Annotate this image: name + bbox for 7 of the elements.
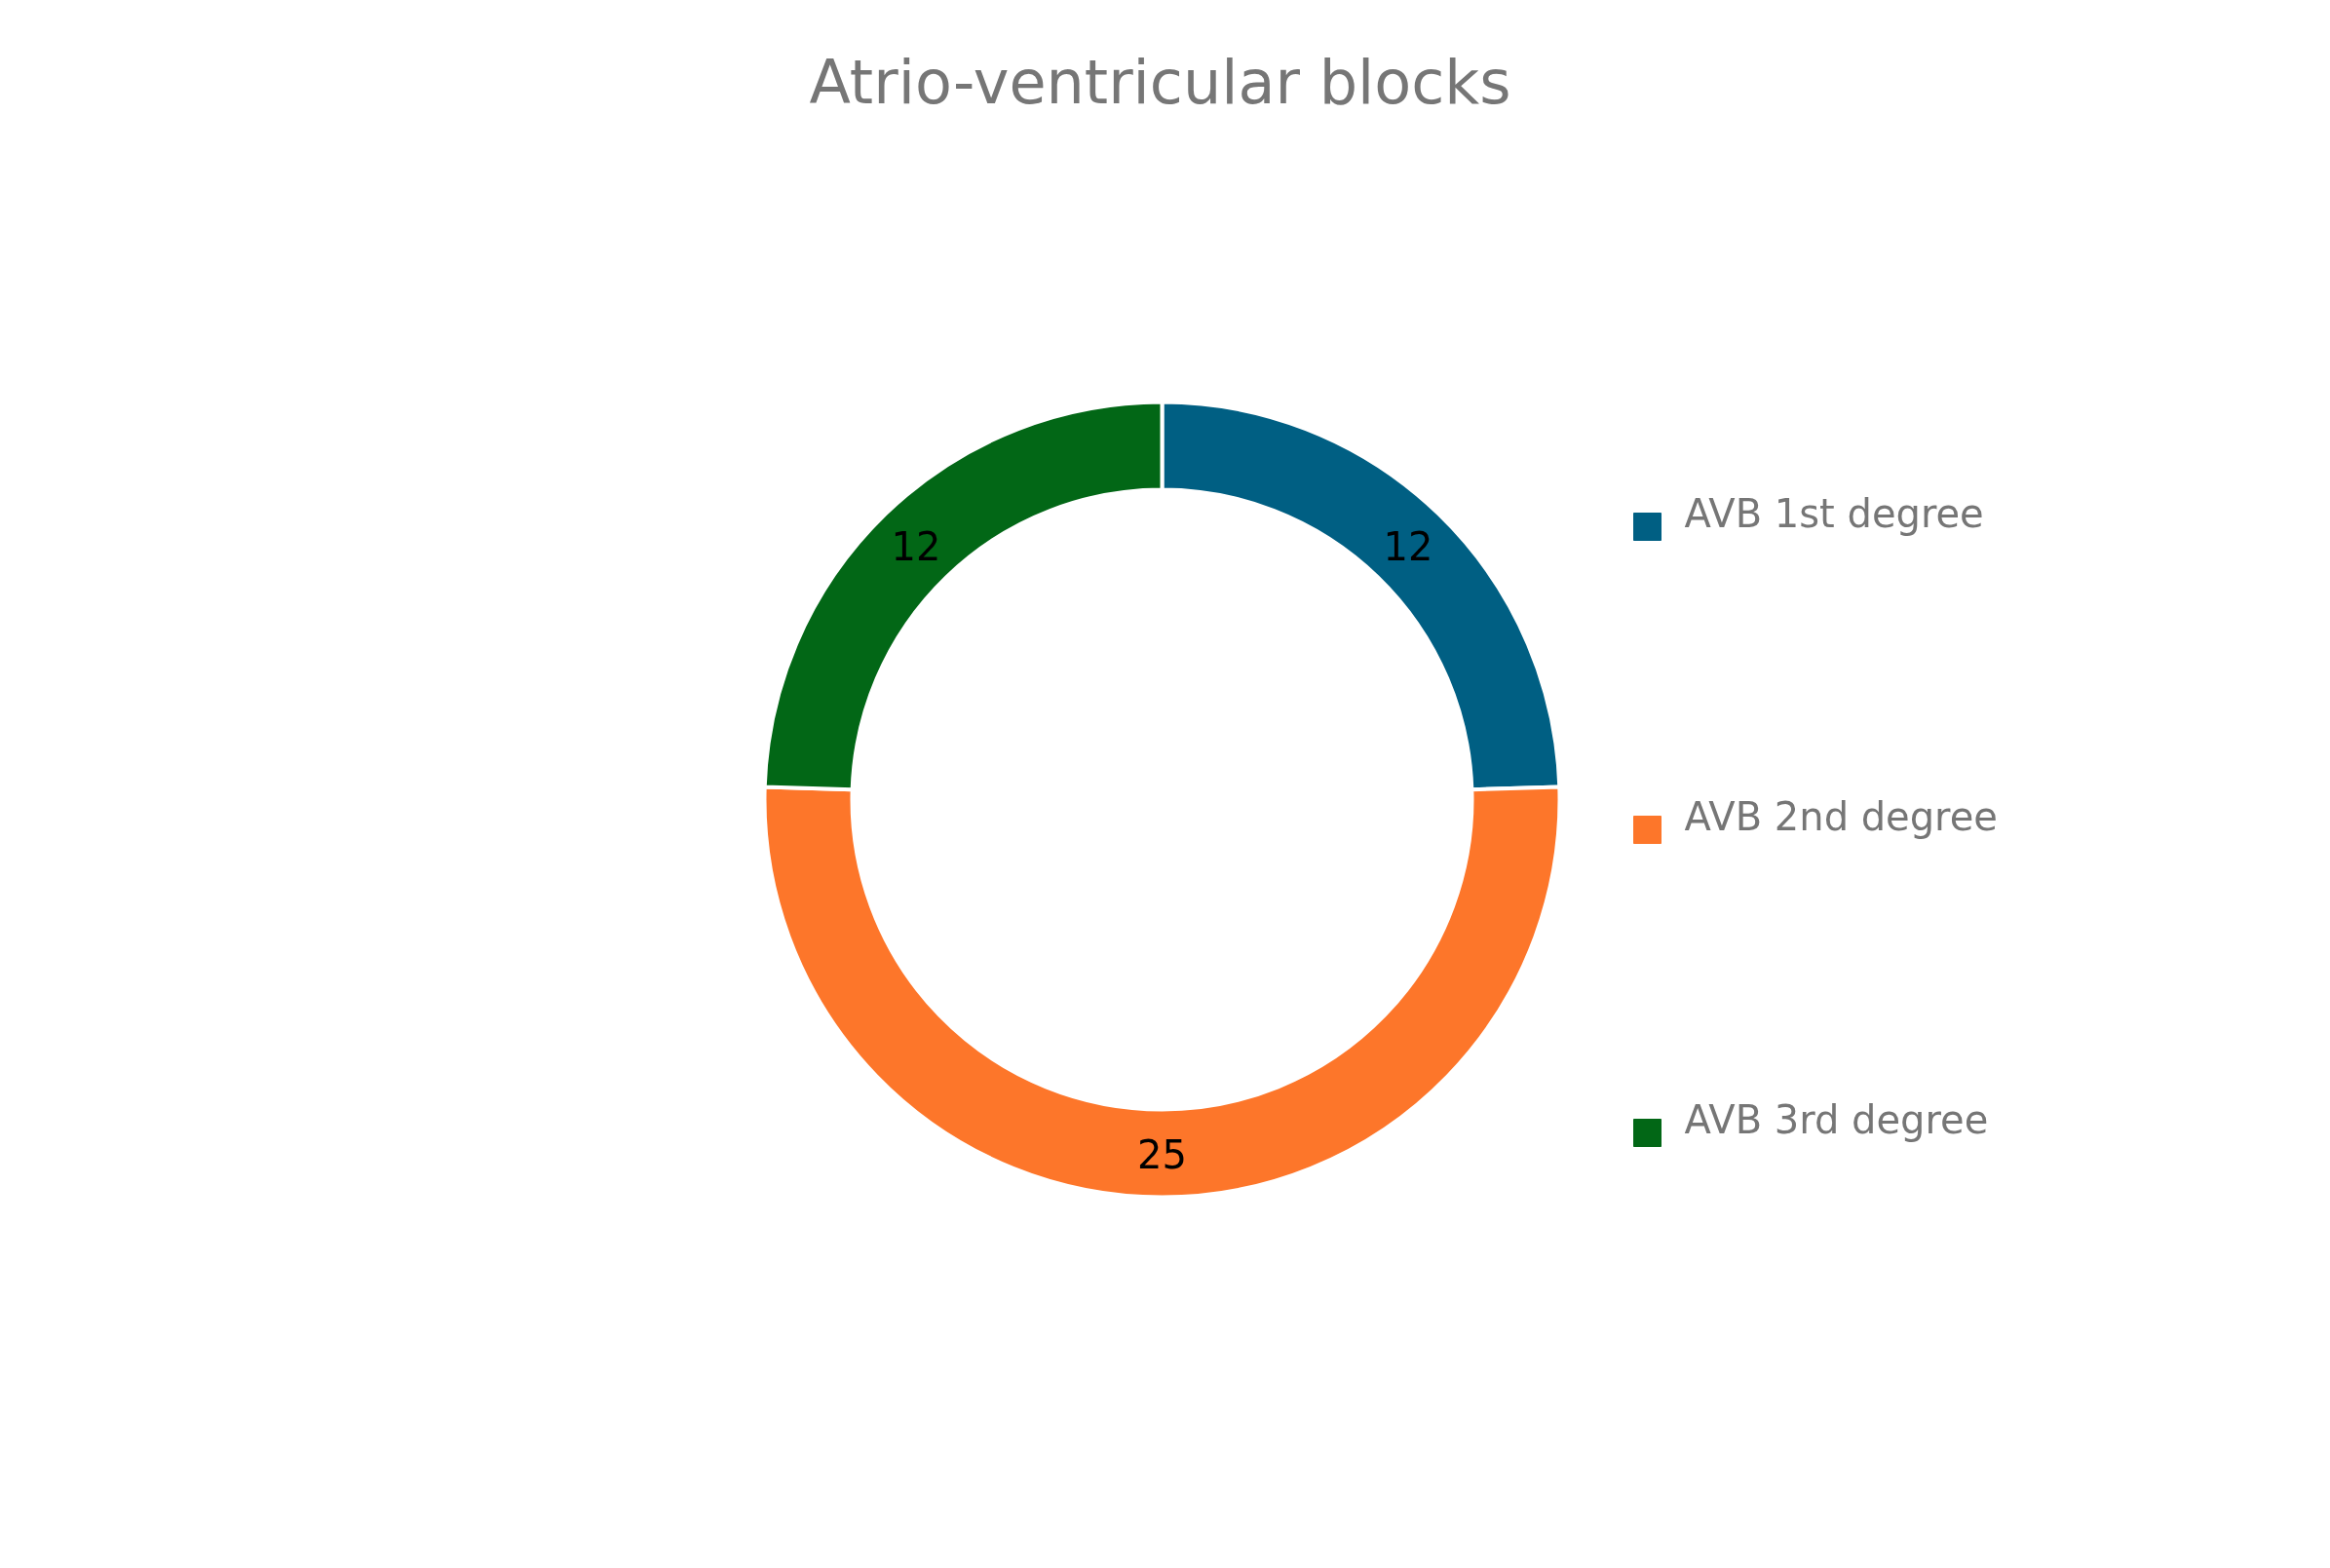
legend-label: AVB 3rd degree: [1684, 1096, 1989, 1142]
data-label: 12: [891, 523, 941, 569]
data-label: 12: [1383, 523, 1433, 569]
data-label: 25: [1137, 1131, 1187, 1177]
legend-label: AVB 1st degree: [1684, 490, 1984, 536]
legend-label: AVB 2nd degree: [1684, 793, 1998, 839]
chart-title: Atrio-ventricular blocks: [809, 46, 1511, 118]
